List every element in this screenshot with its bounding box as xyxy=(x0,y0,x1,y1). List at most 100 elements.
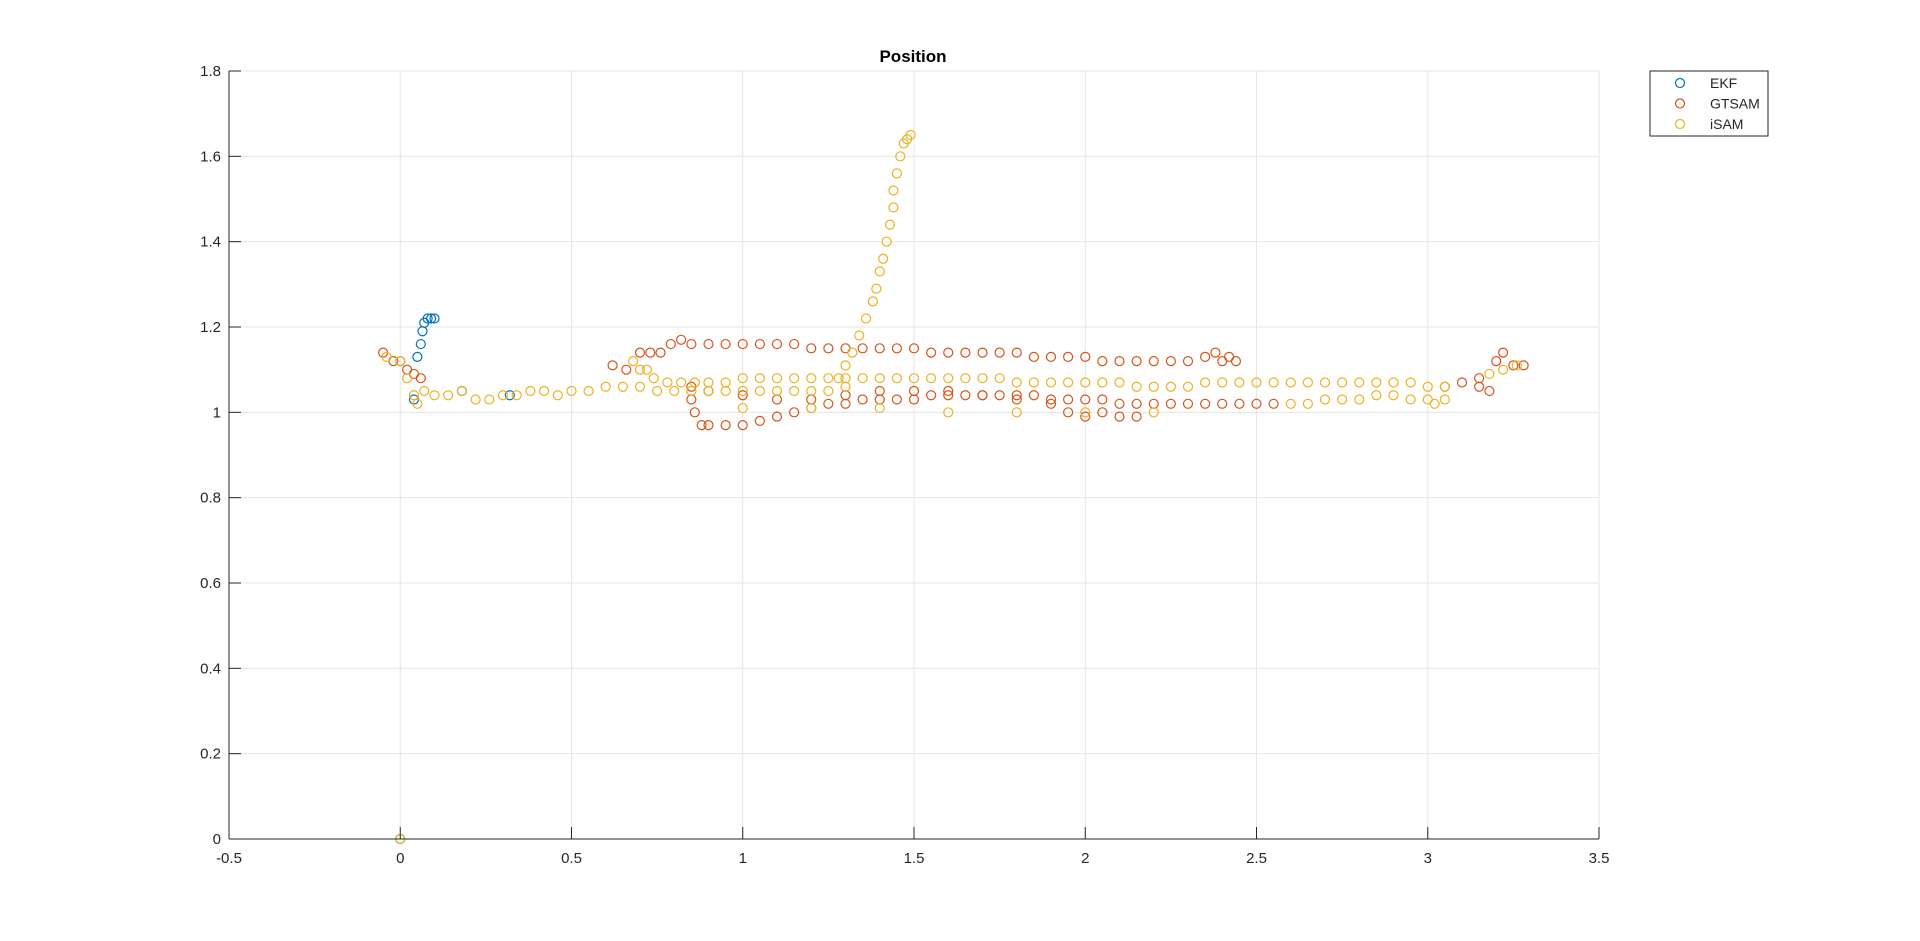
data-point xyxy=(867,296,879,307)
data-point xyxy=(1439,394,1450,405)
data-point xyxy=(874,373,885,384)
data-point xyxy=(634,364,646,375)
data-point xyxy=(1302,398,1313,409)
data-point xyxy=(789,385,800,397)
data-point xyxy=(891,168,902,179)
data-point xyxy=(1011,394,1022,405)
legend-entry-label[interactable]: GTSAM xyxy=(1710,96,1760,112)
data-point xyxy=(1200,351,1211,362)
data-point xyxy=(908,343,920,354)
data-point xyxy=(1028,390,1039,401)
data-point xyxy=(1080,407,1091,418)
data-point xyxy=(1045,351,1057,362)
data-point xyxy=(1045,394,1057,405)
data-point xyxy=(1405,377,1416,388)
data-point xyxy=(1508,360,1519,371)
legend-marker xyxy=(1674,118,1686,130)
data-point xyxy=(645,347,656,358)
data-point xyxy=(771,338,783,350)
data-point xyxy=(1080,411,1091,422)
y-tick-label: 1.8 xyxy=(200,63,221,80)
legend-entry-label[interactable]: iSAM xyxy=(1710,116,1743,132)
data-point xyxy=(419,385,430,397)
data-point xyxy=(977,347,988,358)
data-point xyxy=(381,351,392,362)
data-point xyxy=(1080,394,1091,405)
data-point xyxy=(504,390,515,401)
data-point xyxy=(806,343,817,354)
y-tick-label: 1.6 xyxy=(200,148,221,165)
data-point xyxy=(823,343,834,354)
axes: -0.5 0 0.5 1 1.5 2 2.5 3 3.5 0 0.2 0.4 0.6 0.8 1 1.2 1.4… xyxy=(200,63,1609,867)
data-point xyxy=(429,390,440,401)
data-point xyxy=(429,313,440,324)
data-point xyxy=(1114,356,1125,367)
data-point xyxy=(943,373,954,384)
data-point xyxy=(806,385,817,397)
data-point xyxy=(1114,377,1125,388)
data-point xyxy=(1011,377,1022,388)
x-tick-label: 3.5 xyxy=(1589,850,1610,867)
data-point xyxy=(1165,398,1176,409)
data-point xyxy=(1268,398,1279,409)
data-point xyxy=(484,394,495,405)
data-point xyxy=(994,373,1005,384)
data-point xyxy=(1337,377,1348,388)
data-point xyxy=(696,420,707,431)
data-point xyxy=(1063,377,1074,388)
data-point xyxy=(1045,398,1057,409)
data-point xyxy=(806,402,817,414)
data-point xyxy=(511,390,522,401)
x-tick-label: 2 xyxy=(1081,850,1089,867)
data-point xyxy=(422,313,433,324)
data-point xyxy=(737,390,748,401)
data-point xyxy=(926,347,937,358)
data-point xyxy=(737,402,748,414)
data-point xyxy=(566,385,577,397)
data-point xyxy=(1439,381,1450,392)
data-point xyxy=(1491,356,1502,367)
x-tick-label: 2.5 xyxy=(1246,850,1267,867)
data-point xyxy=(789,338,800,350)
data-point xyxy=(833,373,844,384)
data-point xyxy=(994,390,1005,401)
data-point xyxy=(703,377,714,388)
data-point xyxy=(1474,381,1485,392)
data-point xyxy=(1028,351,1039,362)
legend-entry-label[interactable]: EKF xyxy=(1710,75,1737,91)
data-point xyxy=(1285,377,1296,388)
data-point xyxy=(874,343,885,354)
data-point xyxy=(1429,398,1440,409)
data-point xyxy=(823,373,834,384)
data-point xyxy=(1165,381,1176,392)
data-point xyxy=(1045,377,1057,388)
legend[interactable]: EKF GTSAM iSAM xyxy=(1649,70,1769,137)
data-point xyxy=(607,360,618,371)
data-point xyxy=(1251,377,1262,388)
data-point xyxy=(891,394,902,405)
data-point xyxy=(1456,377,1468,388)
data-point xyxy=(1165,356,1176,367)
data-point xyxy=(1511,360,1522,371)
data-point xyxy=(412,398,423,409)
data-point xyxy=(703,420,714,431)
data-point xyxy=(943,407,954,418)
data-point xyxy=(926,373,937,384)
data-point xyxy=(395,356,406,367)
data-point xyxy=(1080,351,1091,362)
data-point xyxy=(1388,377,1399,388)
data-point xyxy=(1484,368,1495,380)
data-point xyxy=(538,385,550,397)
data-point xyxy=(1097,356,1108,367)
data-point xyxy=(1230,356,1242,367)
data-point xyxy=(443,390,454,401)
data-point xyxy=(1148,381,1159,392)
legend-box xyxy=(1649,70,1769,137)
data-point xyxy=(1319,377,1331,388)
data-point xyxy=(1063,407,1074,418)
data-point xyxy=(977,373,988,384)
data-point xyxy=(652,385,663,397)
x-tick-label: 3 xyxy=(1424,850,1432,867)
y-tick-label: 1.2 xyxy=(200,319,221,336)
data-point xyxy=(1497,347,1509,358)
